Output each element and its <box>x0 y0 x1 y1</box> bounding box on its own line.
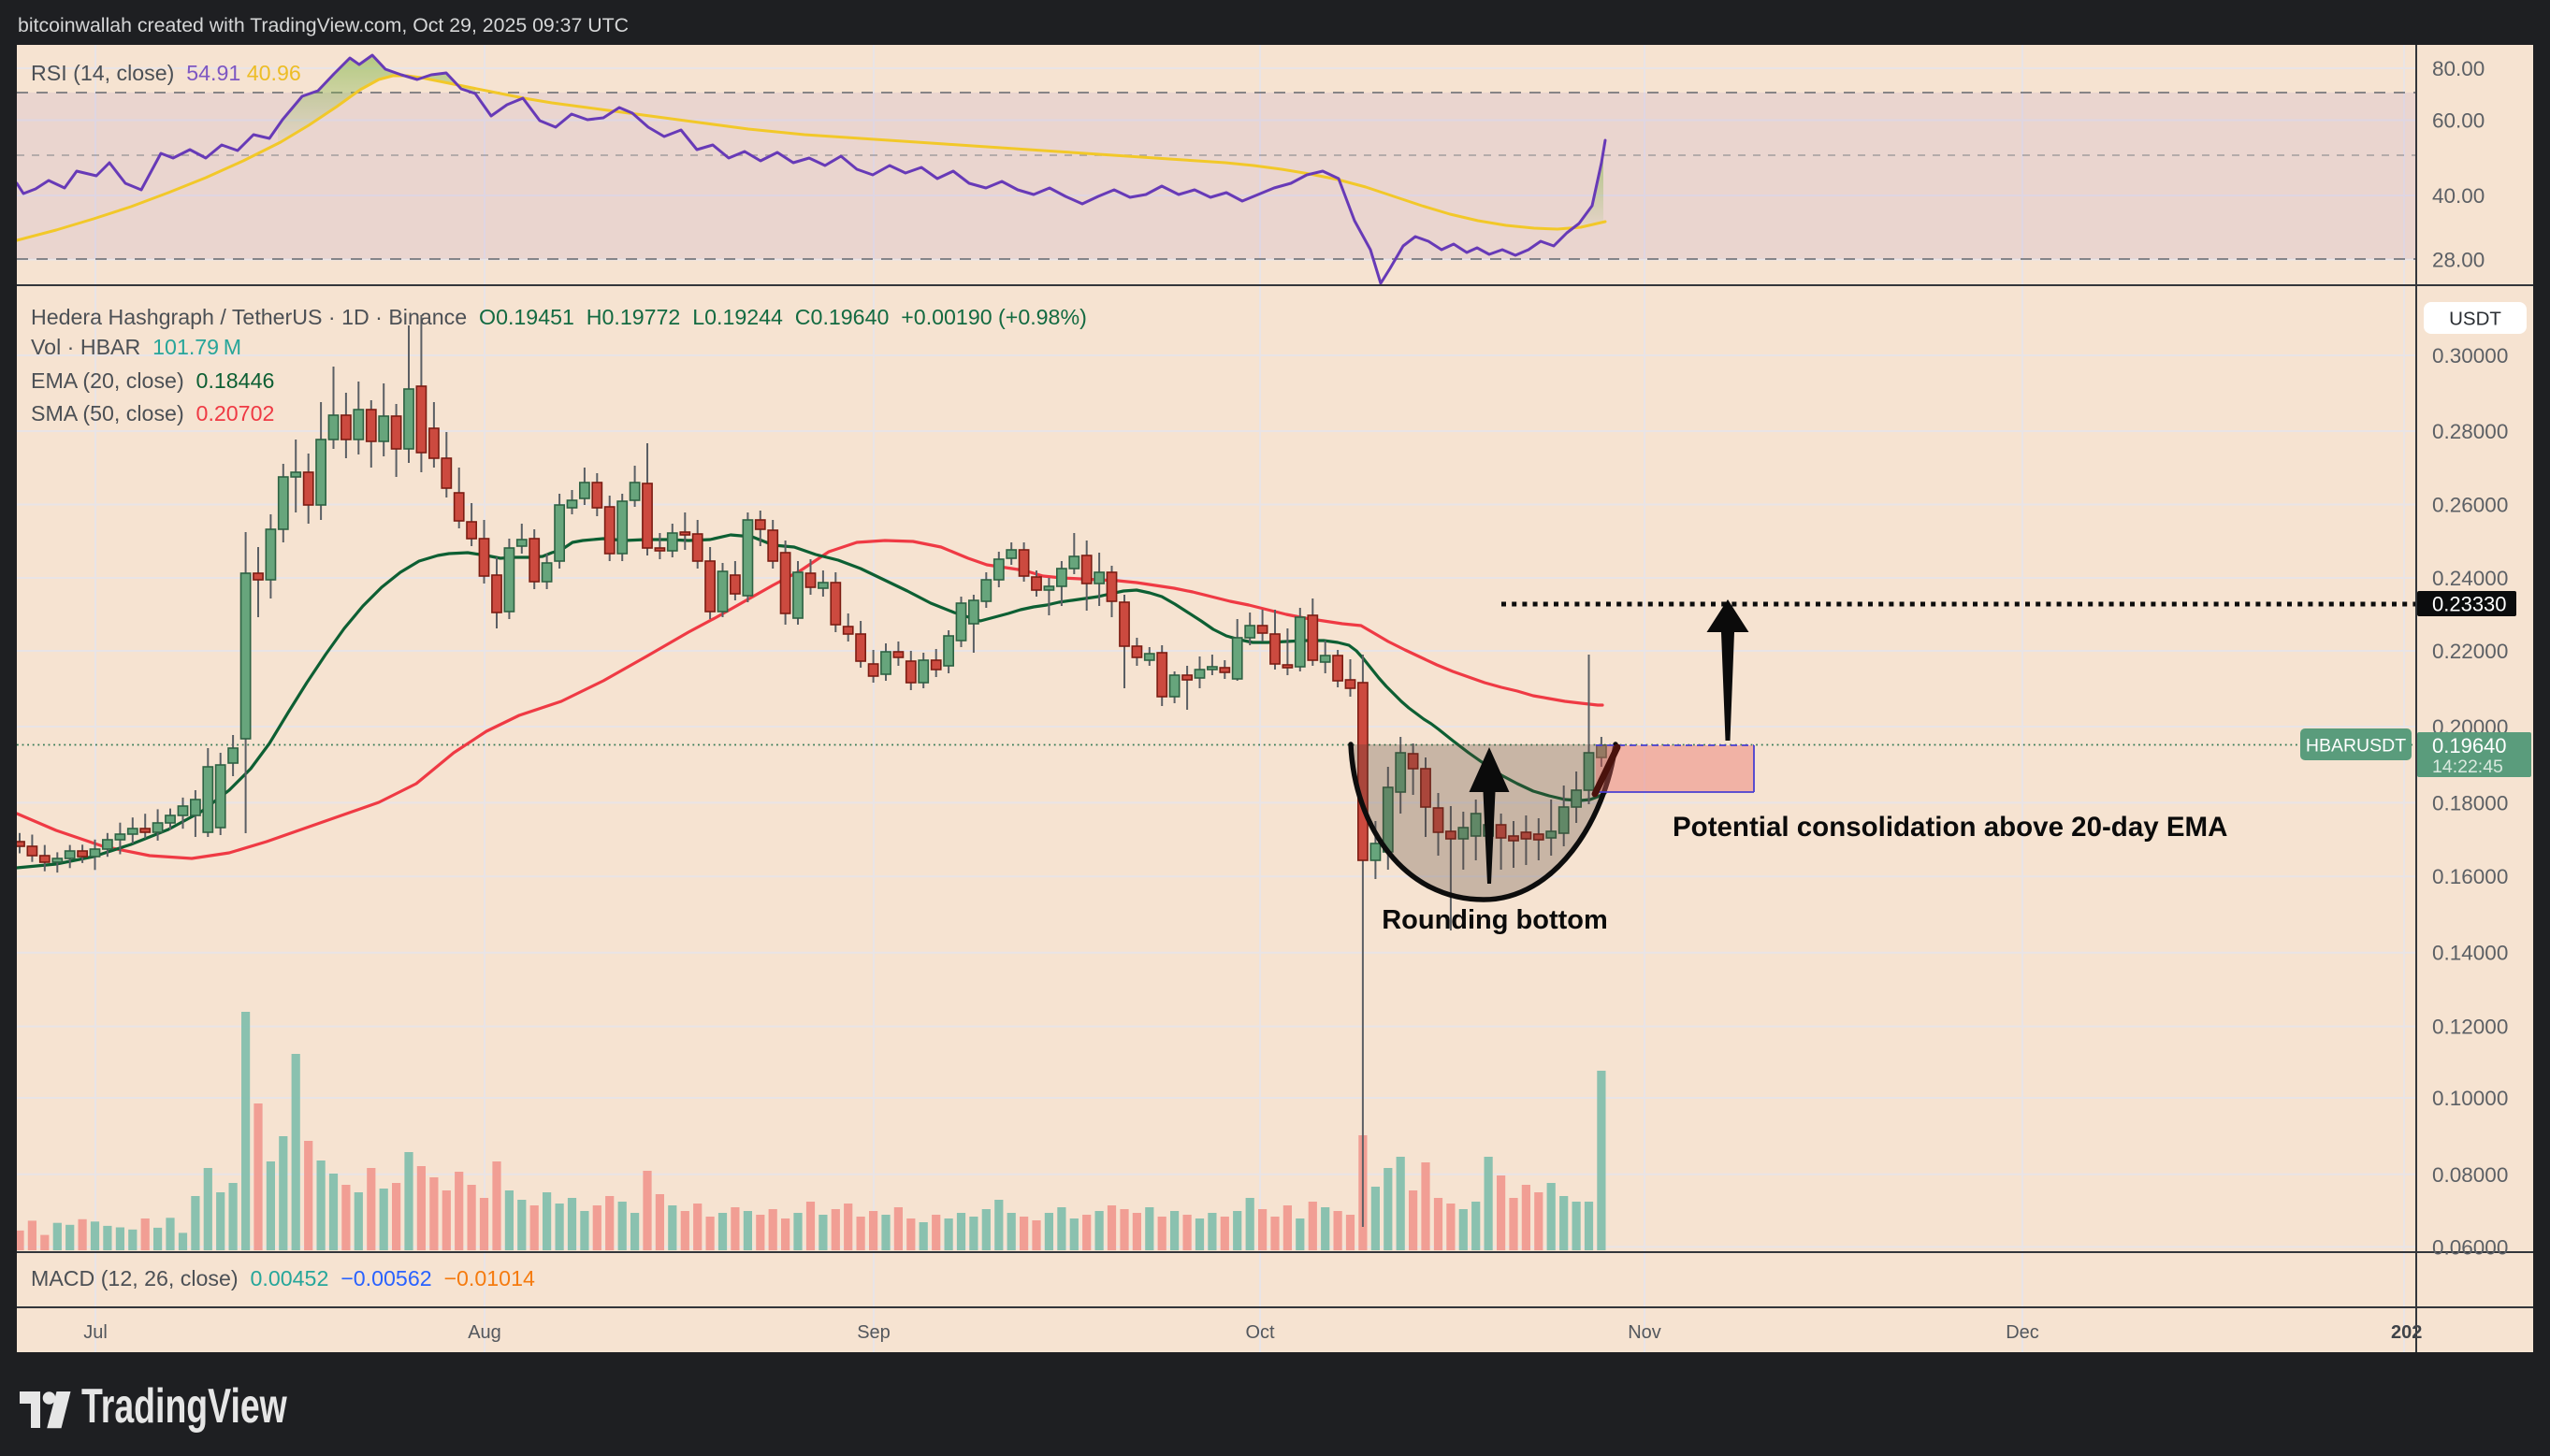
svg-text:0.12000: 0.12000 <box>2432 1016 2508 1039</box>
svg-text:Jul: Jul <box>83 1322 108 1343</box>
svg-text:0.06000: 0.06000 <box>2432 1235 2508 1259</box>
svg-text:202: 202 <box>2391 1322 2422 1343</box>
svg-text:80.00: 80.00 <box>2432 57 2485 80</box>
svg-text:Oct: Oct <box>1245 1322 1275 1343</box>
svg-text:bitcoinwallah created with Tra: bitcoinwallah created with TradingView.c… <box>18 14 629 36</box>
svg-text:Potential consolidation above: Potential consolidation above 20-day EMA <box>1673 812 2227 843</box>
svg-text:Rounding bottom: Rounding bottom <box>1382 905 1608 935</box>
svg-text:Dec: Dec <box>2006 1322 2039 1343</box>
svg-text:0.24000: 0.24000 <box>2432 567 2508 590</box>
svg-text:Nov: Nov <box>1628 1322 1661 1343</box>
svg-text:0.26000: 0.26000 <box>2432 494 2508 517</box>
svg-text:0.10000: 0.10000 <box>2432 1087 2508 1110</box>
svg-text:Hedera Hashgraph / TetherUS ·: Hedera Hashgraph / TetherUS · 1D · Binan… <box>31 305 1087 329</box>
svg-text:0.16000: 0.16000 <box>2432 865 2508 888</box>
svg-text:0.18000: 0.18000 <box>2432 791 2508 814</box>
svg-text:EMA (20, close) 0.18446: EMA (20, close) 0.18446 <box>31 368 274 393</box>
svg-text:0.23330: 0.23330 <box>2432 593 2507 616</box>
svg-text:0.14000: 0.14000 <box>2432 942 2508 965</box>
svg-text:0.30000: 0.30000 <box>2432 344 2508 368</box>
svg-text:28.00: 28.00 <box>2432 249 2485 272</box>
svg-text:Aug: Aug <box>468 1322 501 1343</box>
svg-text:USDT: USDT <box>2449 309 2501 330</box>
svg-text:RSI (14, close) 54.91 40.96: RSI (14, close) 54.91 40.96 <box>31 61 301 85</box>
svg-text:40.00: 40.00 <box>2432 184 2485 208</box>
svg-text:14:22:45: 14:22:45 <box>2432 757 2503 777</box>
svg-text:HBARUSDT: HBARUSDT <box>2306 736 2406 757</box>
svg-text:MACD (12, 26, close) 0.00452: MACD (12, 26, close) 0.00452 −0.00562 −0… <box>31 1266 535 1290</box>
svg-text:0.19640: 0.19640 <box>2432 734 2507 757</box>
svg-text:Vol · HBAR 101.79 M: Vol · HBAR 101.79 M <box>31 335 241 359</box>
svg-text:0.28000: 0.28000 <box>2432 420 2508 443</box>
svg-text:0.08000: 0.08000 <box>2432 1163 2508 1187</box>
svg-text:SMA (50, close) 0.20702: SMA (50, close) 0.20702 <box>31 401 274 425</box>
svg-text:0.22000: 0.22000 <box>2432 640 2508 663</box>
svg-text:TradingView: TradingView <box>81 1378 287 1434</box>
svg-text:60.00: 60.00 <box>2432 109 2485 133</box>
svg-text:Sep: Sep <box>857 1322 891 1343</box>
